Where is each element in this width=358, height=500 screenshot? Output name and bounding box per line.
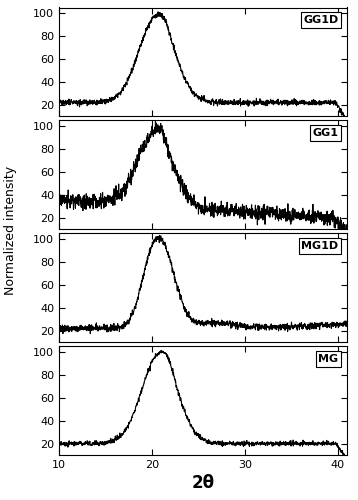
Text: GG1: GG1 [313, 128, 339, 138]
X-axis label: 2θ: 2θ [192, 474, 215, 492]
Text: Normalized intensity: Normalized intensity [4, 166, 17, 294]
Text: MG1D: MG1D [301, 241, 339, 251]
Text: GG1D: GG1D [303, 15, 339, 25]
Text: MG: MG [319, 354, 339, 364]
